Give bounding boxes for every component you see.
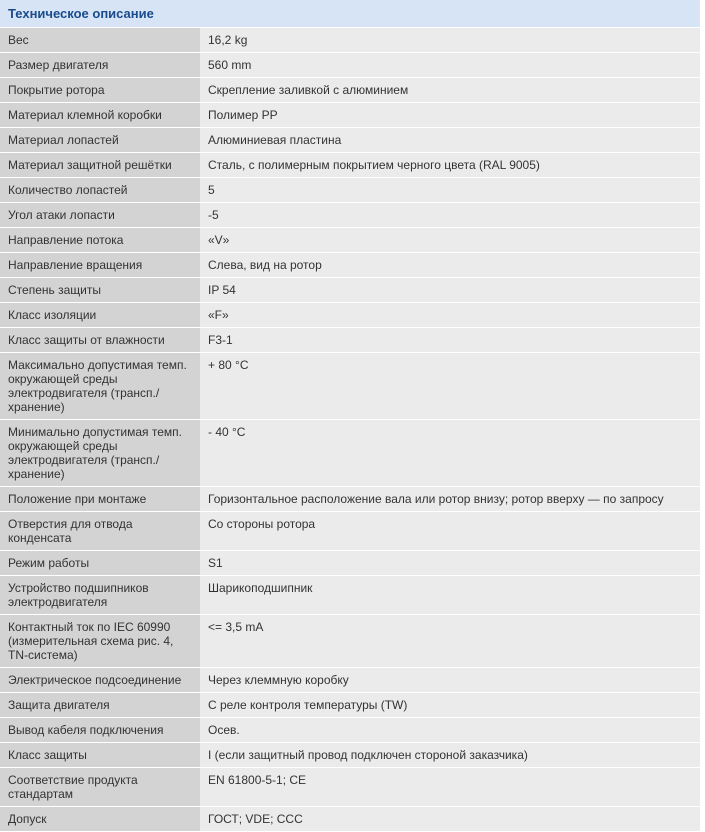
table-row: Угол атаки лопасти-5 bbox=[0, 203, 700, 228]
table-row: Электрическое подсоединениеЧерез клеммну… bbox=[0, 668, 700, 693]
row-value: «F» bbox=[200, 303, 700, 328]
table-row: Максимально допустимая темп. окружающей … bbox=[0, 353, 700, 420]
spec-table: Вес16,2 kgРазмер двигателя560 mmПокрытие… bbox=[0, 28, 700, 832]
spec-table-body: Вес16,2 kgРазмер двигателя560 mmПокрытие… bbox=[0, 28, 700, 832]
header-title: Техническое описание bbox=[8, 6, 154, 21]
section-header: Техническое описание bbox=[0, 0, 700, 28]
row-value: С реле контроля температуры (TW) bbox=[200, 693, 700, 718]
row-label: Соответствие продукта стандартам bbox=[0, 768, 200, 807]
table-row: Направление потока«V» bbox=[0, 228, 700, 253]
table-row: Устройство подшипников электродвигателяШ… bbox=[0, 576, 700, 615]
table-row: Положение при монтажеГоризонтальное расп… bbox=[0, 487, 700, 512]
table-row: Защита двигателяС реле контроля температ… bbox=[0, 693, 700, 718]
table-row: Материал защитной решёткиСталь, с полиме… bbox=[0, 153, 700, 178]
row-value: -5 bbox=[200, 203, 700, 228]
table-row: ДопускГОСТ; VDE; CCC bbox=[0, 807, 700, 832]
table-row: Режим работыS1 bbox=[0, 551, 700, 576]
table-row: Минимально допустимая темп. окружающей с… bbox=[0, 420, 700, 487]
table-row: Количество лопастей5 bbox=[0, 178, 700, 203]
spec-container: Техническое описание Вес16,2 kgРазмер дв… bbox=[0, 0, 700, 832]
row-label: Максимально допустимая темп. окружающей … bbox=[0, 353, 200, 420]
table-row: Вывод кабеля подключенияОсев. bbox=[0, 718, 700, 743]
row-value: <= 3,5 mA bbox=[200, 615, 700, 668]
row-value: Слева, вид на ротор bbox=[200, 253, 700, 278]
row-label: Направление потока bbox=[0, 228, 200, 253]
table-row: Материал лопастейАлюминиевая пластина bbox=[0, 128, 700, 153]
table-row: Вес16,2 kg bbox=[0, 28, 700, 53]
row-label: Защита двигателя bbox=[0, 693, 200, 718]
row-label: Класс изоляции bbox=[0, 303, 200, 328]
table-row: Контактный ток по IEC 60990 (измерительн… bbox=[0, 615, 700, 668]
row-label: Электрическое подсоединение bbox=[0, 668, 200, 693]
row-label: Положение при монтаже bbox=[0, 487, 200, 512]
row-label: Вывод кабеля подключения bbox=[0, 718, 200, 743]
row-label: Размер двигателя bbox=[0, 53, 200, 78]
table-row: Соответствие продукта стандартамEN 61800… bbox=[0, 768, 700, 807]
row-label: Материал клемной коробки bbox=[0, 103, 200, 128]
row-value: F3-1 bbox=[200, 328, 700, 353]
row-label: Допуск bbox=[0, 807, 200, 832]
row-label: Покрытие ротора bbox=[0, 78, 200, 103]
table-row: Степень защитыIP 54 bbox=[0, 278, 700, 303]
row-value: ГОСТ; VDE; CCC bbox=[200, 807, 700, 832]
row-label: Устройство подшипников электродвигателя bbox=[0, 576, 200, 615]
row-value: Со стороны ротора bbox=[200, 512, 700, 551]
row-label: Минимально допустимая темп. окружающей с… bbox=[0, 420, 200, 487]
row-label: Вес bbox=[0, 28, 200, 53]
row-value: I (если защитный провод подключен сторон… bbox=[200, 743, 700, 768]
table-row: Размер двигателя560 mm bbox=[0, 53, 700, 78]
row-label: Класс защиты bbox=[0, 743, 200, 768]
table-row: Покрытие ротораСкрепление заливкой с алю… bbox=[0, 78, 700, 103]
row-value: «V» bbox=[200, 228, 700, 253]
row-label: Направление вращения bbox=[0, 253, 200, 278]
table-row: Класс защиты от влажностиF3-1 bbox=[0, 328, 700, 353]
row-value: Горизонтальное расположение вала или рот… bbox=[200, 487, 700, 512]
row-label: Угол атаки лопасти bbox=[0, 203, 200, 228]
table-row: Класс защитыI (если защитный провод подк… bbox=[0, 743, 700, 768]
row-value: EN 61800-5-1; CE bbox=[200, 768, 700, 807]
row-value: Шарикоподшипник bbox=[200, 576, 700, 615]
row-value: Сталь, с полимерным покрытием черного цв… bbox=[200, 153, 700, 178]
row-label: Степень защиты bbox=[0, 278, 200, 303]
row-value: Алюминиевая пластина bbox=[200, 128, 700, 153]
row-label: Режим работы bbox=[0, 551, 200, 576]
row-value: - 40 °C bbox=[200, 420, 700, 487]
row-value: Скрепление заливкой с алюминием bbox=[200, 78, 700, 103]
row-label: Контактный ток по IEC 60990 (измерительн… bbox=[0, 615, 200, 668]
row-value: Полимер PP bbox=[200, 103, 700, 128]
table-row: Отверстия для отвода конденсатаСо сторон… bbox=[0, 512, 700, 551]
row-value: + 80 °C bbox=[200, 353, 700, 420]
row-value: 16,2 kg bbox=[200, 28, 700, 53]
row-value: 5 bbox=[200, 178, 700, 203]
row-label: Материал лопастей bbox=[0, 128, 200, 153]
row-label: Материал защитной решётки bbox=[0, 153, 200, 178]
row-value: Осев. bbox=[200, 718, 700, 743]
table-row: Направление вращенияСлева, вид на ротор bbox=[0, 253, 700, 278]
table-row: Материал клемной коробкиПолимер PP bbox=[0, 103, 700, 128]
row-label: Класс защиты от влажности bbox=[0, 328, 200, 353]
row-value: Через клеммную коробку bbox=[200, 668, 700, 693]
row-value: IP 54 bbox=[200, 278, 700, 303]
row-value: S1 bbox=[200, 551, 700, 576]
row-label: Отверстия для отвода конденсата bbox=[0, 512, 200, 551]
row-label: Количество лопастей bbox=[0, 178, 200, 203]
row-value: 560 mm bbox=[200, 53, 700, 78]
table-row: Класс изоляции«F» bbox=[0, 303, 700, 328]
